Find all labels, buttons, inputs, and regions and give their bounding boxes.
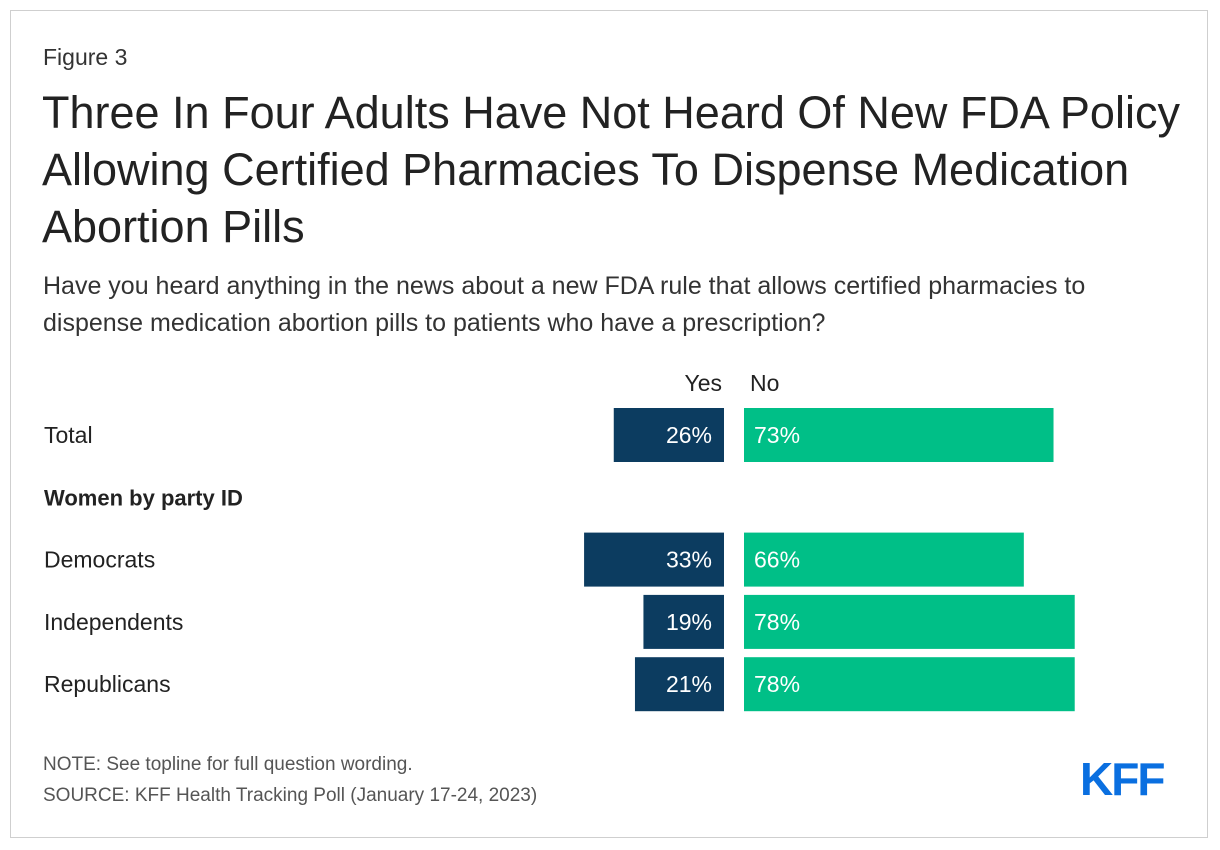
legend-no: No [750,370,780,396]
legend-yes: Yes [684,370,722,396]
kff-logo: KFF [1080,753,1165,805]
figure-frame [10,10,1208,838]
chart-source: SOURCE: KFF Health Tracking Poll (Januar… [43,785,538,806]
figure-label: Figure 3 [43,44,128,70]
chart-title: Three In Four Adults Have Not Heard Of N… [42,87,1180,252]
chart-note: NOTE: See topline for full question word… [43,754,413,775]
chart-subtitle: Have you heard anything in the news abou… [43,272,1086,337]
